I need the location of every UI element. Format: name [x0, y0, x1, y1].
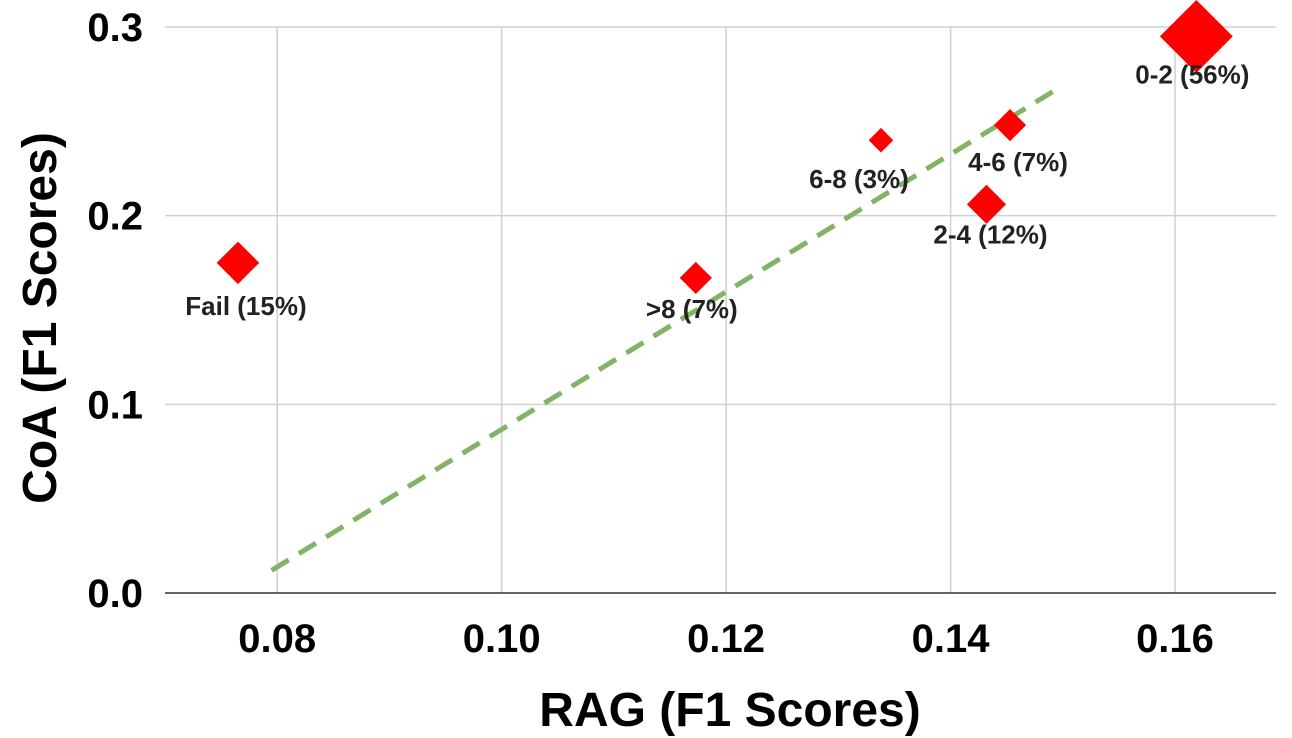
trendline-group: [270, 83, 1065, 573]
x-tick-label: 0.16: [1136, 617, 1214, 661]
axes: 0.0 0.1 0.2 0.3 0.08 0.10 0.12 0.14 0.16: [87, 6, 1276, 661]
point-label: Fail (15%): [185, 291, 306, 321]
data-point: [679, 261, 712, 295]
grid: [165, 26, 1276, 593]
data-point: [993, 108, 1027, 142]
trendline: [270, 83, 1065, 573]
x-axis-title: RAG (F1 Scores): [539, 684, 920, 737]
x-tick-label: 0.14: [912, 617, 991, 661]
y-tick-label: 0.3: [87, 6, 143, 50]
point-label: 6-8 (3%): [809, 164, 909, 194]
point-label: 4-6 (7%): [968, 147, 1068, 177]
y-tick-label: 0.0: [87, 572, 143, 616]
data-point: [966, 184, 1007, 224]
data-points: [216, 0, 1233, 295]
point-labels: Fail (15%) >8 (7%) 6-8 (3%) 4-6 (7%) 2-4 (12…: [185, 59, 1249, 323]
x-tick-label: 0.08: [238, 617, 316, 661]
x-tick-label: 0.10: [463, 617, 541, 661]
point-label: 0-2 (56%): [1135, 59, 1249, 89]
data-point: [1159, 0, 1233, 73]
data-point: [216, 241, 260, 285]
y-tick-label: 0.2: [87, 195, 143, 239]
data-point: [868, 127, 894, 153]
x-tick-label: 0.12: [687, 617, 765, 661]
y-axis-title: CoA (F1 Scores): [14, 132, 67, 504]
point-label: 2-4 (12%): [933, 219, 1047, 249]
point-label: >8 (7%): [646, 294, 738, 324]
y-tick-label: 0.1: [87, 383, 143, 427]
